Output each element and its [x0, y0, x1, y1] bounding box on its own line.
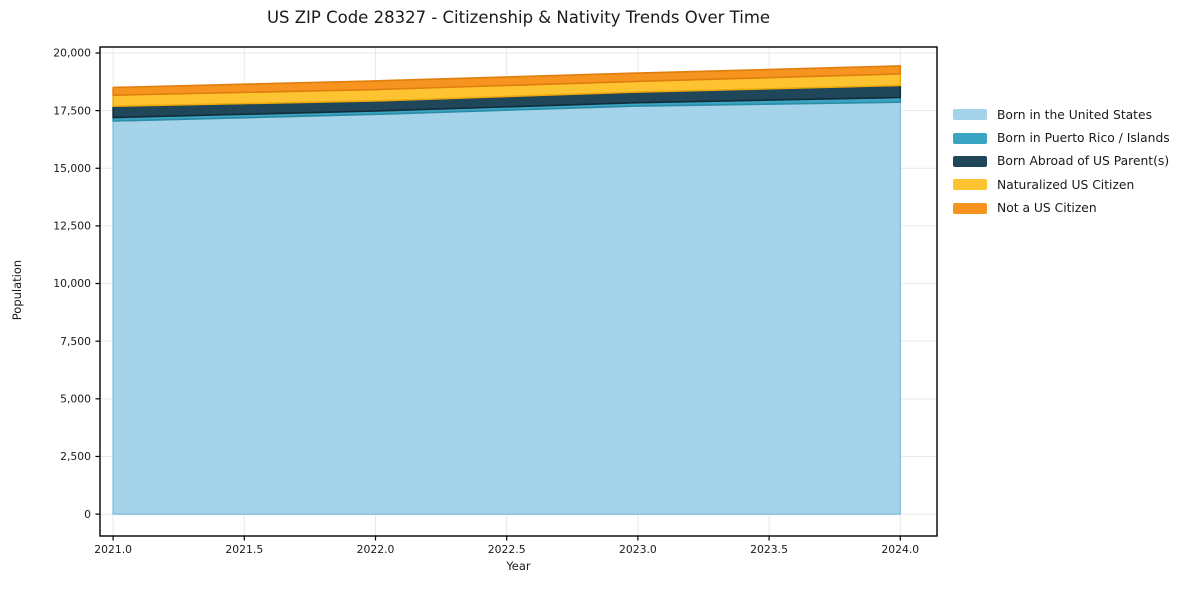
- tick-labels: 0 2,500 5,000 7,500 10,000 12,500 15,000 17,500…: [53, 47, 919, 556]
- y-tick-label: 7,500: [60, 335, 91, 348]
- plot-frame: [99, 46, 938, 537]
- legend-item-born-in-the-united-states: Born in the United States: [953, 103, 1170, 126]
- x-tick-label: 2021.5: [225, 543, 263, 556]
- legend-label-born-in-puerto-rico-islands: Born in Puerto Rico / Islands: [997, 131, 1170, 146]
- y-tick-label: 20,000: [53, 47, 91, 60]
- x-axis-label: Year: [506, 559, 531, 573]
- x-tick-label: 2023.0: [619, 543, 657, 556]
- y-tick-label: 15,000: [53, 162, 91, 175]
- legend: Born in the United States Born in Puerto …: [953, 103, 1170, 220]
- x-tick-label: 2022.5: [488, 543, 526, 556]
- y-tick-label: 17,500: [53, 104, 91, 117]
- x-tick-label: 2023.5: [750, 543, 788, 556]
- legend-label-naturalized-us-citizen: Naturalized US Citizen: [997, 177, 1135, 192]
- legend-label-born-in-the-united-states: Born in the United States: [997, 107, 1152, 122]
- legend-swatch-born-in-the-united-states: [953, 109, 987, 121]
- y-tick-label: 5,000: [60, 393, 91, 406]
- y-tick-label: 2,500: [60, 450, 91, 463]
- legend-swatch-born-in-puerto-rico-islands: [953, 132, 987, 144]
- legend-swatch-born-abroad-of-us-parent-s: [953, 155, 987, 167]
- y-tick-label: 12,500: [53, 220, 91, 233]
- x-tick-label: 2021.0: [94, 543, 132, 556]
- tick-marks: [95, 52, 901, 541]
- legend-item-born-abroad-of-us-parent-s: Born Abroad of US Parent(s): [953, 150, 1170, 173]
- legend-item-born-in-puerto-rico-islands: Born in Puerto Rico / Islands: [953, 126, 1170, 149]
- area-born-in-the-united-states: [112, 101, 902, 515]
- area-not-a-us-citizen: [112, 65, 902, 96]
- x-tick-label: 2022.0: [357, 543, 395, 556]
- legend-swatch-naturalized-us-citizen: [953, 179, 987, 191]
- y-tick-label: 0: [84, 508, 91, 521]
- legend-label-born-abroad-of-us-parent-s: Born Abroad of US Parent(s): [997, 154, 1170, 169]
- legend-swatch-not-a-us-citizen: [953, 202, 987, 214]
- x-tick-label: 2024.0: [881, 543, 919, 556]
- y-tick-label: 10,000: [53, 277, 91, 290]
- stacked-areas: [112, 65, 902, 515]
- legend-label-not-a-us-citizen: Not a US Citizen: [997, 201, 1097, 216]
- chart-title: US ZIP Code 28327 - Citizenship & Nativi…: [266, 8, 771, 27]
- legend-item-not-a-us-citizen: Not a US Citizen: [953, 197, 1170, 220]
- legend-item-naturalized-us-citizen: Naturalized US Citizen: [953, 173, 1170, 196]
